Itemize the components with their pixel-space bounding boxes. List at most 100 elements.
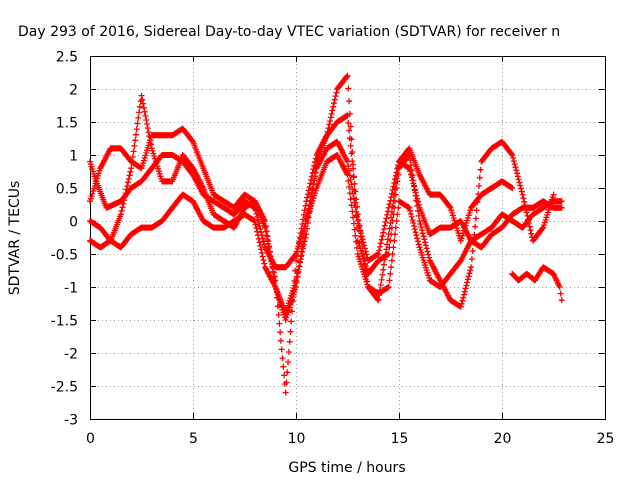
data-point: [327, 114, 334, 121]
data-point: [348, 136, 355, 143]
data-point: [349, 158, 356, 165]
y-tick-label: -2: [64, 347, 78, 363]
data-point: [297, 234, 303, 241]
data-point: [409, 217, 416, 223]
data-point: [415, 212, 422, 219]
data-point: [266, 249, 273, 255]
data-point: [525, 220, 532, 226]
data-point: [521, 198, 528, 205]
data-point: [297, 253, 304, 260]
data-point: [393, 175, 400, 182]
data-point: [285, 359, 292, 366]
data-point: [141, 108, 148, 115]
data-point: [377, 282, 384, 288]
data-point: [123, 186, 130, 193]
data-point: [380, 226, 387, 233]
data-point: [558, 297, 565, 304]
data-point: [345, 120, 352, 126]
data-point: [278, 346, 285, 353]
data-point: [426, 254, 433, 261]
data-point: [414, 235, 421, 242]
data-point: [353, 212, 360, 219]
data-point: [281, 372, 288, 379]
data-point: [301, 228, 308, 235]
y-tick-label: -3: [64, 413, 78, 429]
data-point: [257, 242, 264, 249]
data-point: [406, 204, 413, 211]
x-tick-label: 20: [494, 431, 512, 447]
data-point: [330, 103, 337, 110]
data-point: [286, 338, 293, 345]
data-point: [474, 199, 481, 206]
data-point: [345, 177, 352, 184]
data-point: [260, 257, 267, 264]
y-tick-label: 2.5: [56, 50, 78, 66]
data-point: [380, 266, 387, 273]
data-point: [347, 142, 354, 149]
data-point: [411, 187, 418, 194]
data-point: [378, 276, 385, 283]
data-point: [389, 251, 396, 257]
data-point: [375, 251, 382, 257]
y-tick-label: -0.5: [51, 248, 78, 264]
data-point: [308, 173, 315, 180]
data-point: [270, 269, 277, 276]
y-tick-label: -1: [64, 281, 78, 297]
data-point: [380, 261, 387, 268]
data-point: [412, 229, 419, 236]
data-point: [329, 107, 336, 114]
data-point: [475, 191, 482, 198]
data-point: [354, 203, 360, 210]
y-tick-label: -1.5: [51, 314, 78, 330]
data-point: [395, 204, 402, 211]
data-point: [312, 155, 319, 162]
data-point: [512, 164, 519, 171]
data-point: [375, 297, 382, 304]
data-point: [307, 180, 314, 187]
data-point: [263, 232, 270, 239]
data-point: [460, 294, 467, 301]
data-point: [385, 204, 392, 211]
data-point: [348, 202, 355, 209]
data-point: [394, 211, 401, 218]
data-point: [287, 328, 294, 335]
data-point: [121, 197, 128, 204]
y-tick-label: 1.5: [56, 116, 78, 132]
data-point: [346, 184, 353, 190]
data-point: [472, 215, 479, 222]
data-point: [550, 191, 557, 198]
data-point: [274, 303, 281, 310]
data-point: [388, 194, 395, 201]
data-point: [265, 240, 272, 247]
data-point: [473, 207, 480, 214]
data-point: [255, 232, 261, 239]
data-point: [556, 284, 563, 290]
data-point: [346, 110, 353, 117]
data-point: [344, 171, 351, 178]
data-point: [353, 196, 360, 203]
data-point: [386, 201, 393, 208]
data-point: [264, 236, 271, 243]
data-point: [354, 244, 360, 251]
data-point: [386, 277, 393, 284]
data-point: [528, 230, 535, 237]
data-point: [118, 207, 125, 214]
data-point: [327, 118, 334, 124]
data-point: [132, 137, 139, 144]
data-point: [376, 247, 383, 254]
data-point: [476, 174, 483, 181]
data-point: [331, 100, 337, 107]
data-point: [422, 239, 429, 246]
data-point: [120, 200, 127, 207]
data-point: [130, 148, 137, 155]
data-point: [390, 244, 397, 251]
data-point: [300, 216, 307, 223]
data-point: [133, 126, 140, 133]
data-point: [419, 227, 425, 234]
data-point: [405, 153, 412, 159]
data-point: [138, 92, 145, 99]
data-point: [126, 172, 133, 179]
data-point: [262, 224, 269, 231]
data-point: [304, 191, 311, 198]
x-tick-label: 10: [288, 431, 306, 447]
